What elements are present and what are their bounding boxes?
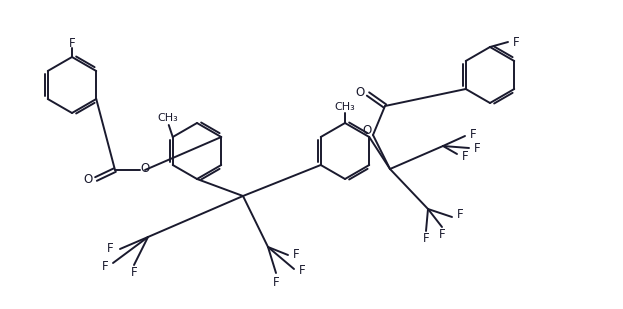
Text: F: F <box>293 248 299 261</box>
Text: F: F <box>131 266 137 280</box>
Text: F: F <box>513 36 520 49</box>
Text: CH₃: CH₃ <box>158 113 178 123</box>
Text: F: F <box>422 232 429 245</box>
Text: O: O <box>140 162 150 175</box>
Text: F: F <box>107 243 113 256</box>
Text: F: F <box>439 228 445 242</box>
Text: F: F <box>457 209 464 222</box>
Text: F: F <box>462 150 468 163</box>
Text: O: O <box>355 86 364 99</box>
Text: F: F <box>470 128 477 141</box>
Text: O: O <box>83 172 93 185</box>
Text: O: O <box>363 124 372 137</box>
Text: F: F <box>273 277 279 290</box>
Text: F: F <box>69 36 75 49</box>
Text: CH₃: CH₃ <box>335 102 355 112</box>
Text: F: F <box>298 265 305 277</box>
Text: F: F <box>102 260 108 273</box>
Text: F: F <box>473 142 480 154</box>
